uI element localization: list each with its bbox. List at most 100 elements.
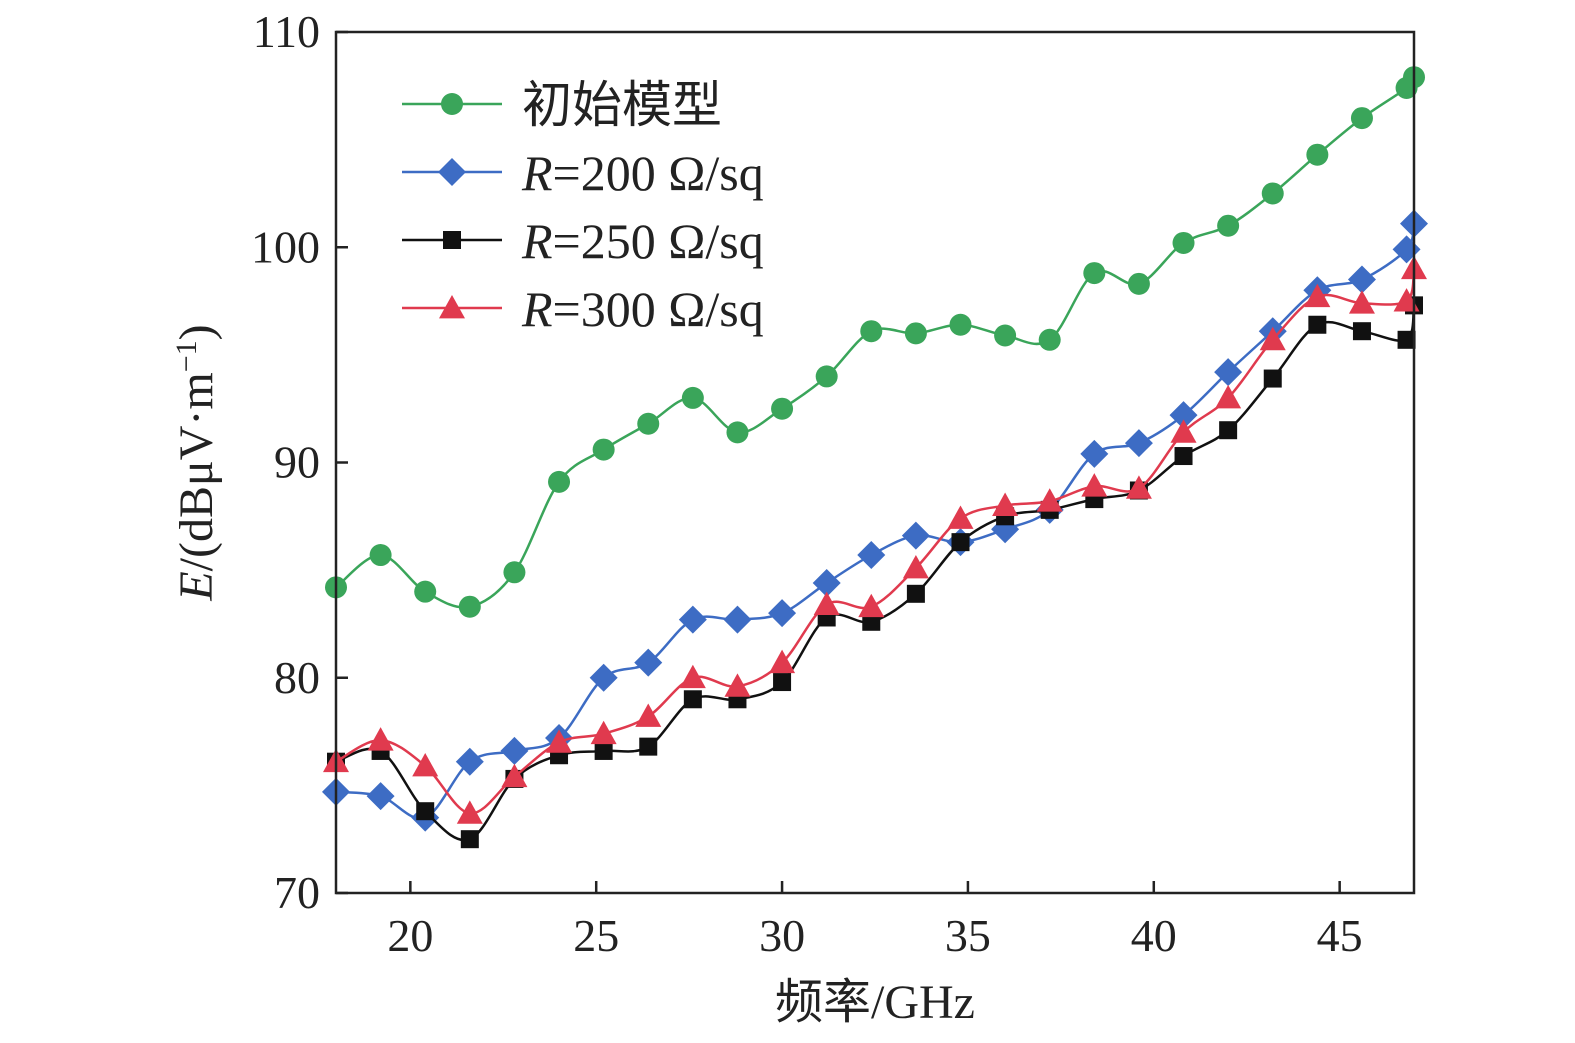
data-point xyxy=(1347,265,1376,294)
data-point xyxy=(501,763,528,788)
series-line xyxy=(335,223,1416,820)
data-point xyxy=(1397,330,1416,349)
data-point xyxy=(860,320,883,343)
data-point xyxy=(947,505,974,529)
y-tick-label: 90 xyxy=(274,437,320,488)
data-point xyxy=(455,747,484,776)
y-tick-label: 110 xyxy=(253,6,320,57)
data-point xyxy=(546,729,573,753)
data-point xyxy=(1081,473,1108,497)
ticks-layer: 20 25 30 35 40 45 70 80 90 100 110 xyxy=(251,6,1363,961)
data-point xyxy=(901,521,930,550)
y-tick-label: 80 xyxy=(274,652,320,703)
data-point xyxy=(1125,475,1152,499)
legend-label-variable: R xyxy=(521,213,553,269)
data-point xyxy=(592,438,615,461)
data-point xyxy=(1217,214,1240,237)
data-point xyxy=(992,492,1019,516)
legend-label-variable: R xyxy=(521,145,553,201)
data-point xyxy=(416,802,435,821)
legend-marker xyxy=(438,158,466,186)
y-axis-unit-close: ) xyxy=(170,324,223,340)
data-point xyxy=(500,736,529,765)
data-point xyxy=(1038,328,1061,351)
data-point xyxy=(1215,384,1242,409)
legend-entry: R=250 Ω/sq xyxy=(402,213,764,269)
series-line xyxy=(335,305,1416,842)
data-point xyxy=(1304,283,1331,308)
data-point xyxy=(1036,488,1063,512)
x-tick-label: 30 xyxy=(759,910,805,961)
legend-label-text: =300 Ω/sq xyxy=(553,281,764,337)
legend-label: R=300 Ω/sq xyxy=(521,281,764,337)
data-point xyxy=(1214,358,1243,387)
legend-label: R=250 Ω/sq xyxy=(521,213,764,269)
data-point xyxy=(906,584,925,603)
data-point xyxy=(812,569,841,598)
legend-marker xyxy=(439,295,465,319)
data-point xyxy=(1127,272,1150,295)
data-point xyxy=(1169,401,1198,430)
data-point xyxy=(456,800,483,824)
data-point xyxy=(635,703,662,727)
data-point xyxy=(683,690,702,709)
data-point xyxy=(904,322,927,345)
data-point xyxy=(366,782,395,811)
data-point xyxy=(1172,231,1195,254)
series-layer xyxy=(322,66,1428,849)
data-point xyxy=(594,741,613,760)
data-point xyxy=(1259,326,1286,351)
x-tick-label: 35 xyxy=(945,910,991,961)
series-line xyxy=(335,76,1416,609)
data-point xyxy=(1308,315,1327,334)
data-point xyxy=(589,663,618,692)
data-point xyxy=(857,541,886,570)
x-axis-title: 频率/GHz xyxy=(775,976,975,1029)
data-point xyxy=(681,386,704,409)
data-point xyxy=(771,397,794,420)
series-2 xyxy=(322,209,1428,832)
data-point xyxy=(548,470,571,493)
y-axis-variable: E xyxy=(170,571,223,601)
data-point xyxy=(1352,322,1371,341)
data-point xyxy=(458,595,481,618)
data-point xyxy=(949,313,972,336)
legend-label: R=200 Ω/sq xyxy=(521,145,764,201)
data-point xyxy=(414,580,437,603)
data-point xyxy=(813,591,840,615)
data-point xyxy=(1170,419,1197,443)
data-point xyxy=(1174,447,1193,466)
x-tick-label: 40 xyxy=(1131,910,1177,961)
data-point xyxy=(634,648,663,677)
legend-entry: R=200 Ω/sq xyxy=(402,145,764,201)
y-axis-unit-exponent: −1 xyxy=(170,340,203,372)
data-point xyxy=(1083,262,1106,285)
data-point xyxy=(367,727,394,751)
data-point xyxy=(1080,439,1109,468)
data-point xyxy=(1263,369,1282,388)
series-1 xyxy=(325,66,1425,618)
legend-entry: 初始模型 xyxy=(402,77,722,133)
y-axis-title: E/(dBμV·m−1) xyxy=(170,324,224,601)
data-point xyxy=(773,673,792,692)
x-tick-label: 20 xyxy=(387,910,433,961)
data-point xyxy=(726,421,749,444)
legend-label-text: =250 Ω/sq xyxy=(553,213,764,269)
legend-marker xyxy=(443,231,461,249)
data-point xyxy=(503,561,526,584)
y-tick-label: 100 xyxy=(251,221,320,272)
series-3 xyxy=(327,296,1423,849)
data-point xyxy=(412,753,439,777)
data-point xyxy=(951,533,970,552)
plot-frame xyxy=(334,30,1416,895)
data-point xyxy=(769,649,796,674)
data-point xyxy=(858,593,885,618)
data-point xyxy=(994,324,1017,347)
data-point xyxy=(815,365,838,388)
data-point xyxy=(679,664,706,689)
data-point xyxy=(902,554,929,579)
y-axis-unit: /(dBμV·m xyxy=(170,372,223,571)
legend-label-variable: R xyxy=(521,281,553,337)
data-point xyxy=(1261,182,1284,205)
